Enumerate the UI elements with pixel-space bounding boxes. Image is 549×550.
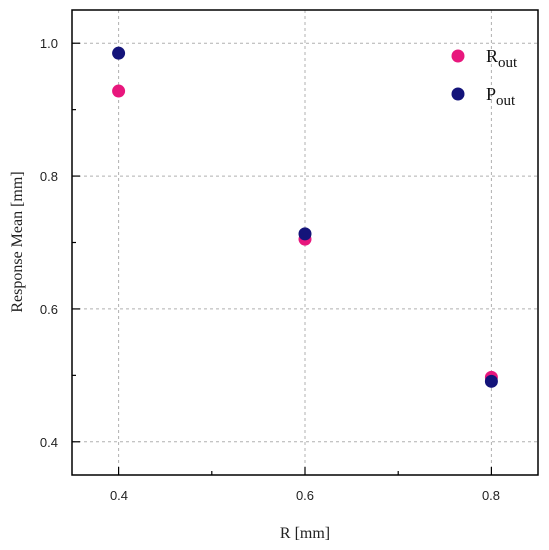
x-axis-title: R [mm]: [280, 525, 330, 542]
legend-item-rout: Rout: [451, 46, 518, 71]
legend-marker-rout: [451, 49, 465, 63]
y-axis-title: Response Mean [mm]: [9, 171, 26, 312]
x-tick-label-0: 0.4: [110, 488, 128, 503]
legend-marker-pout: [451, 87, 465, 101]
x-tick-label-2: 0.8: [482, 488, 500, 503]
y-tick-label-0: 0.4: [40, 435, 58, 450]
point-pout-2: [484, 374, 498, 388]
y-tick-label-3: 1.0: [40, 36, 58, 51]
legend: Rout Pout: [451, 46, 518, 109]
legend-label-rout: Rout: [486, 46, 518, 71]
axis-ticks: [72, 42, 492, 475]
legend-item-pout: Pout: [451, 84, 516, 109]
point-pout-1: [298, 227, 312, 241]
y-tick-label-2: 0.8: [40, 169, 58, 184]
point-rout-0: [112, 84, 126, 98]
y-tick-labels: 0.4 0.6 0.8 1.0: [40, 36, 58, 450]
x-tick-labels: 0.4 0.6 0.8: [110, 488, 500, 503]
x-tick-label-1: 0.6: [296, 488, 314, 503]
plot-frame: [71, 9, 539, 476]
point-pout-0: [112, 46, 126, 60]
legend-label-pout: Pout: [486, 84, 516, 109]
y-tick-label-1: 0.6: [40, 302, 58, 317]
data-points: [112, 46, 498, 388]
